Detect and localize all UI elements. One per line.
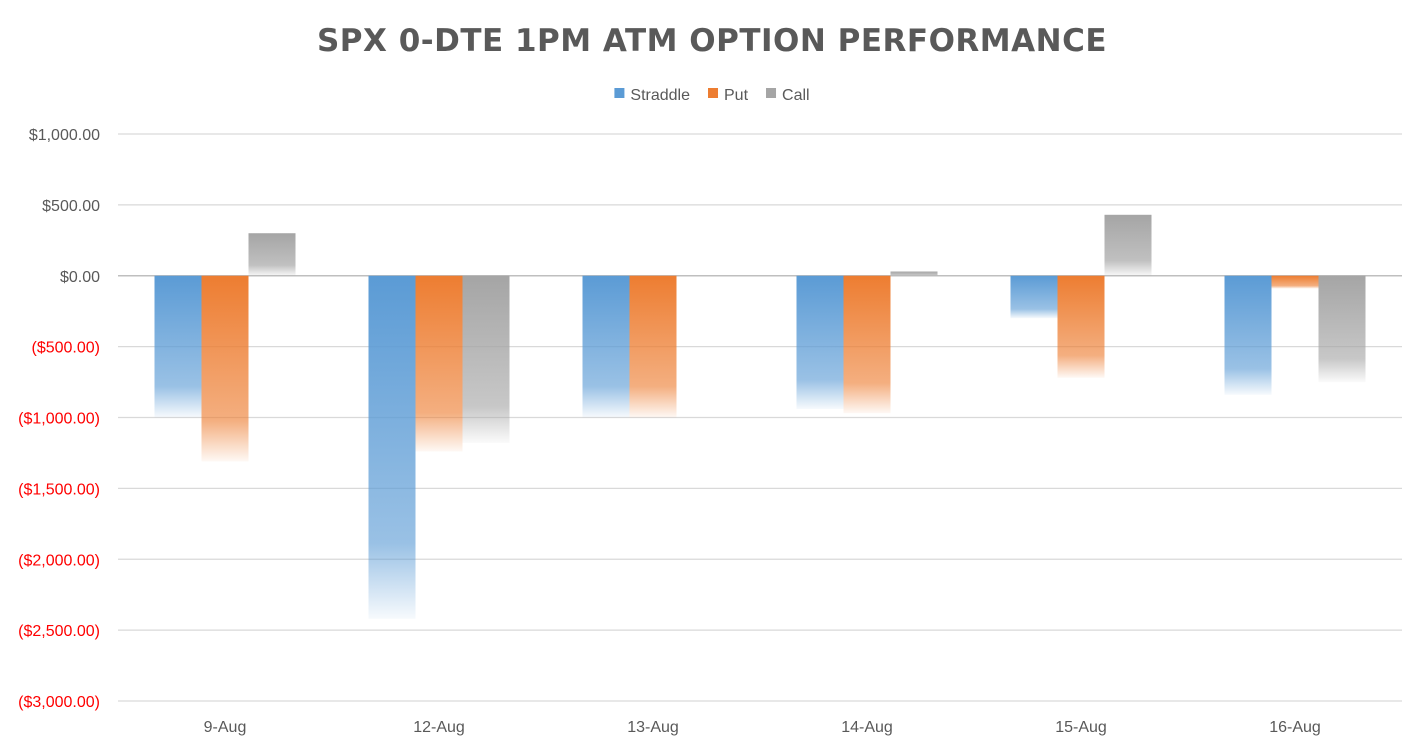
legend-swatch bbox=[708, 88, 719, 98]
y-tick-label: $500.00 bbox=[42, 198, 100, 215]
x-axis: 9-Aug 12-Aug 13-Aug 14-Aug 15-Aug 16-Aug bbox=[204, 719, 1321, 736]
bar-put-12-aug bbox=[415, 275, 463, 452]
x-tick-label: 9-Aug bbox=[204, 719, 247, 736]
bar-call-16-aug bbox=[1318, 275, 1366, 383]
legend-item-put: Put bbox=[708, 87, 749, 104]
y-tick-label: ($2,500.00) bbox=[18, 623, 100, 640]
gridlines bbox=[118, 133, 1402, 702]
y-tick-label: $1,000.00 bbox=[29, 127, 100, 144]
bar-straddle-13-aug bbox=[582, 275, 630, 418]
legend-swatch bbox=[614, 88, 625, 98]
legend-label: Put bbox=[724, 87, 749, 104]
x-tick-label: 13-Aug bbox=[627, 719, 679, 736]
bar-call-9-aug bbox=[248, 233, 296, 276]
bar-call-12-aug bbox=[462, 275, 510, 444]
y-tick-label: $0.00 bbox=[60, 269, 100, 286]
bar-put-16-aug bbox=[1271, 275, 1319, 289]
bar-call-14-aug bbox=[890, 271, 938, 276]
chart-title: SPX 0-DTE 1PM ATM OPTION PERFORMANCE bbox=[317, 23, 1107, 59]
bar-put-9-aug bbox=[201, 275, 249, 462]
y-tick-label: ($2,000.00) bbox=[18, 552, 100, 569]
bar-call-15-aug bbox=[1104, 214, 1152, 276]
chart-legend: Straddle Put Call bbox=[614, 87, 810, 104]
legend-item-straddle: Straddle bbox=[614, 87, 690, 104]
x-tick-label: 14-Aug bbox=[841, 719, 893, 736]
bar-straddle-15-aug bbox=[1010, 275, 1058, 319]
y-tick-label: ($3,000.00) bbox=[18, 694, 100, 711]
y-tick-label: ($1,500.00) bbox=[18, 481, 100, 498]
x-tick-label: 16-Aug bbox=[1269, 719, 1321, 736]
y-tick-label: ($500.00) bbox=[32, 340, 101, 357]
y-tick-label: ($1,000.00) bbox=[18, 411, 100, 428]
legend-label: Straddle bbox=[630, 87, 690, 104]
y-axis: $1,000.00 $500.00 $0.00 ($500.00) ($1,000.00… bbox=[18, 127, 100, 711]
legend-swatch bbox=[766, 88, 777, 98]
x-tick-label: 15-Aug bbox=[1055, 719, 1107, 736]
legend-label: Call bbox=[782, 87, 810, 104]
x-tick-label: 12-Aug bbox=[413, 719, 465, 736]
bar-straddle-9-aug bbox=[154, 275, 202, 418]
bar-put-13-aug bbox=[629, 275, 677, 418]
bar-straddle-14-aug bbox=[796, 275, 844, 409]
bar-straddle-12-aug bbox=[368, 275, 416, 619]
bar-put-14-aug bbox=[843, 275, 891, 414]
bar-put-15-aug bbox=[1057, 275, 1105, 378]
bars bbox=[154, 214, 1366, 619]
bar-straddle-16-aug bbox=[1224, 275, 1272, 395]
legend-item-call: Call bbox=[766, 87, 810, 104]
